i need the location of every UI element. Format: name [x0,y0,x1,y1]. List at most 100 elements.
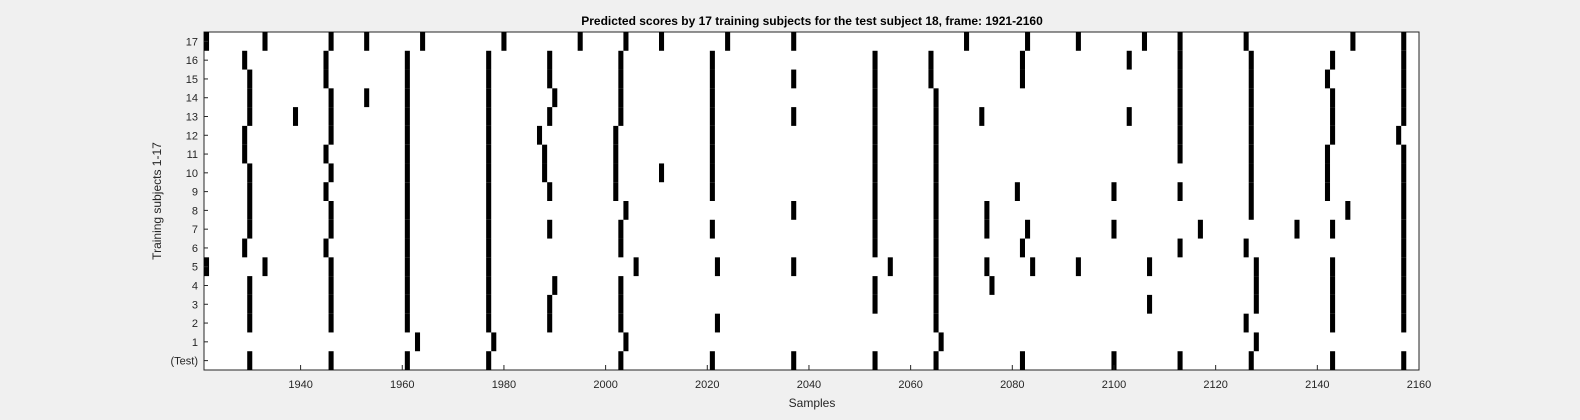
cell-mark [486,125,492,145]
cell-mark [404,276,410,295]
cell-mark [404,257,410,277]
cell-mark [247,107,253,126]
cell-mark [328,32,334,51]
cell-mark [1177,88,1183,108]
cell-mark [933,219,939,239]
cell-mark [486,313,492,333]
cell-mark [709,163,715,183]
cell-mark [242,50,248,70]
cell-mark [659,32,665,51]
cell-mark [1177,69,1183,89]
cell-mark [1401,32,1407,51]
cell-mark [1253,332,1259,352]
cell-mark [872,351,878,370]
cell-mark [486,351,492,370]
cell-mark [933,257,939,277]
cell-mark [933,182,939,201]
cell-mark [404,50,410,70]
cell-mark [933,88,939,108]
cell-mark [1248,125,1254,145]
cell-mark [1401,144,1407,164]
cell-mark [872,88,878,108]
cell-mark [1248,182,1254,201]
cell-mark [1330,88,1336,108]
cell-mark [791,107,797,126]
cell-mark [486,257,492,277]
cell-mark [1401,69,1407,89]
y-tick-label: (Test) [171,356,199,368]
cell-mark [404,182,410,201]
cell-mark [933,294,939,314]
cell-mark [547,313,553,333]
cell-mark [791,257,797,277]
cell-mark [328,163,334,183]
cell-mark [1243,32,1249,51]
cell-mark [872,144,878,164]
cell-mark [1324,163,1331,183]
cell-mark [404,201,410,220]
cell-mark [1248,50,1254,70]
cell-mark [1248,107,1254,126]
cell-mark [933,276,939,295]
cell-mark [1401,163,1407,183]
y-tick-label: 15 [186,74,198,86]
cell-mark [1177,107,1183,126]
cell-mark [1025,32,1031,51]
cell-mark [292,107,299,126]
y-tick-label: 7 [192,224,198,236]
y-tick-label: 2 [192,318,198,330]
x-tick-label: 2120 [1203,379,1227,391]
cell-mark [542,163,548,183]
x-tick-label: 2080 [1000,379,1024,391]
cell-mark [791,69,797,89]
cell-mark [1253,276,1259,295]
cell-mark [1197,219,1203,239]
cell-mark [328,125,334,145]
cell-mark [618,276,624,295]
cell-mark [1141,32,1148,51]
cell-mark [1324,182,1331,201]
cell-mark [623,32,629,51]
cell-mark [1401,50,1407,70]
cell-mark [933,313,939,333]
cell-mark [247,294,253,314]
cell-mark [1248,201,1254,220]
cell-mark [486,50,492,70]
cell-mark [1177,182,1183,201]
cell-mark [1019,50,1025,70]
cell-mark [618,88,624,108]
cell-mark [486,276,492,295]
cell-mark [364,32,370,51]
cell-mark [491,332,497,352]
cell-mark [1330,107,1336,126]
cell-mark [1243,313,1249,333]
cell-mark [247,163,253,183]
cell-mark [404,107,410,126]
cell-mark [709,125,715,145]
x-tick-label: 2020 [695,379,719,391]
cell-mark [623,332,629,352]
cell-mark [1401,351,1407,370]
y-tick-label: 12 [186,130,198,142]
x-axis: 1940 1960 1980 2000 2020 2040 2060 2080 2100 2120… [288,365,1431,391]
cell-mark [1025,219,1031,239]
cell-mark [964,32,970,51]
cell-mark [1111,219,1117,239]
cell-mark [1014,182,1020,201]
cell-mark [328,257,334,277]
cell-mark [928,69,934,89]
cell-mark [1330,257,1336,277]
cell-mark [1030,257,1036,277]
cell-mark [328,201,334,220]
cell-mark [989,276,995,295]
cell-mark [404,294,410,314]
cell-mark [577,32,583,51]
cell-mark [242,125,248,145]
cell-mark [887,257,893,277]
cell-mark [1248,351,1254,370]
cell-mark [1075,257,1081,277]
cell-mark [714,313,720,333]
x-tick-label: 1960 [390,379,414,391]
cell-mark [262,32,268,51]
